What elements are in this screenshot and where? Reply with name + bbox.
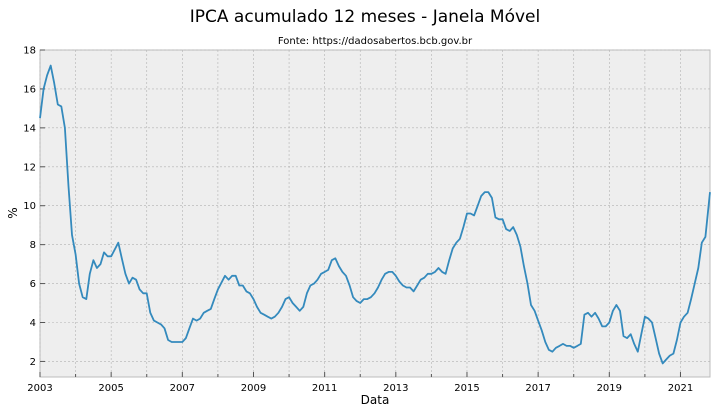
y-tick-label: 8 [30,240,36,251]
x-tick-label: 2003 [27,383,52,394]
x-tick-label: 2019 [597,383,622,394]
x-axis-label: Data [361,393,390,407]
y-tick-label: 4 [30,318,36,329]
plot-area [39,49,711,378]
chart-subtitle: Fonte: https://dadosabertos.bcb.gov.br [278,36,473,47]
y-tick-label: 16 [23,84,36,95]
chart-title: IPCA acumulado 12 meses - Janela Móvel [190,7,540,27]
x-tick-label: 2015 [454,383,479,394]
x-tick-label: 2021 [668,383,693,394]
x-axis-ticks: 2003 2005 2007 2009 2011 2013 2015 2017 2019 2021 [27,372,693,394]
x-tick-label: 2017 [525,383,550,394]
y-tick-label: 2 [30,357,36,368]
y-axis-ticks: 2 4 6 8 10 12 14 16 18 [23,46,45,368]
x-tick-label: 2009 [241,383,266,394]
ipca-series-line [39,64,711,365]
y-tick-label: 14 [23,123,36,134]
y-tick-label: 12 [23,162,36,173]
y-tick-label: 10 [23,201,36,212]
y-tick-label: 6 [30,279,36,290]
x-tick-label: 2005 [98,383,123,394]
x-tick-label: 2007 [170,383,195,394]
y-axis-label: % [6,207,20,218]
y-tick-label: 18 [23,46,36,57]
x-tick-label: 2011 [312,383,337,394]
x-tick-label: 2013 [383,383,408,394]
